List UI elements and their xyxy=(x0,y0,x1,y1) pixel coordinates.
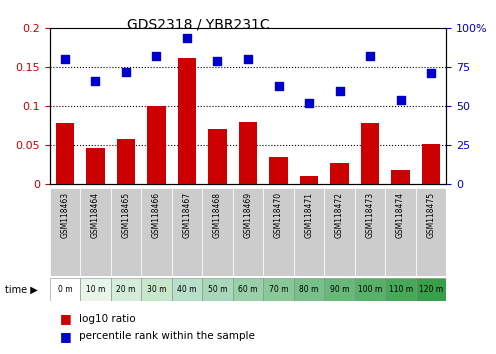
Bar xyxy=(117,139,135,184)
FancyBboxPatch shape xyxy=(294,188,324,276)
Text: GSM118467: GSM118467 xyxy=(183,192,191,238)
Text: ■: ■ xyxy=(60,330,71,343)
Point xyxy=(122,69,130,75)
FancyBboxPatch shape xyxy=(294,278,324,301)
Text: GSM118474: GSM118474 xyxy=(396,192,405,238)
FancyBboxPatch shape xyxy=(233,278,263,301)
FancyBboxPatch shape xyxy=(324,188,355,276)
Point xyxy=(183,35,191,40)
Text: 30 m: 30 m xyxy=(147,285,166,294)
FancyBboxPatch shape xyxy=(111,278,141,301)
Text: ■: ■ xyxy=(60,312,71,325)
FancyBboxPatch shape xyxy=(355,278,385,301)
Point xyxy=(366,53,374,59)
FancyBboxPatch shape xyxy=(385,278,416,301)
Text: GSM118465: GSM118465 xyxy=(122,192,130,238)
FancyBboxPatch shape xyxy=(141,278,172,301)
Text: time ▶: time ▶ xyxy=(5,284,38,295)
Text: 120 m: 120 m xyxy=(419,285,443,294)
Point xyxy=(152,53,160,59)
Point xyxy=(427,71,435,76)
FancyBboxPatch shape xyxy=(141,188,172,276)
FancyBboxPatch shape xyxy=(416,278,446,301)
Text: 80 m: 80 m xyxy=(300,285,319,294)
FancyBboxPatch shape xyxy=(263,188,294,276)
Bar xyxy=(147,106,166,184)
FancyBboxPatch shape xyxy=(324,278,355,301)
Bar xyxy=(239,122,257,184)
FancyBboxPatch shape xyxy=(50,188,80,276)
Point xyxy=(91,79,99,84)
Bar xyxy=(391,170,410,184)
Bar xyxy=(330,163,349,184)
FancyBboxPatch shape xyxy=(263,278,294,301)
Text: GSM118466: GSM118466 xyxy=(152,192,161,238)
FancyBboxPatch shape xyxy=(355,188,385,276)
Text: GSM118464: GSM118464 xyxy=(91,192,100,238)
Bar xyxy=(208,129,227,184)
Text: 60 m: 60 m xyxy=(238,285,258,294)
Text: GSM118471: GSM118471 xyxy=(305,192,313,238)
Text: GSM118469: GSM118469 xyxy=(244,192,252,238)
Point xyxy=(305,100,313,106)
Point xyxy=(397,97,405,103)
FancyBboxPatch shape xyxy=(111,188,141,276)
Point xyxy=(336,88,344,93)
Text: 40 m: 40 m xyxy=(177,285,197,294)
Point xyxy=(61,57,69,62)
Text: GSM118473: GSM118473 xyxy=(366,192,374,238)
Text: GSM118468: GSM118468 xyxy=(213,192,222,238)
Bar xyxy=(300,176,318,184)
Point xyxy=(275,83,283,89)
Bar xyxy=(56,122,74,184)
Text: GSM118463: GSM118463 xyxy=(61,192,69,238)
FancyBboxPatch shape xyxy=(80,278,111,301)
FancyBboxPatch shape xyxy=(385,188,416,276)
Text: percentile rank within the sample: percentile rank within the sample xyxy=(79,331,255,341)
Text: GSM118470: GSM118470 xyxy=(274,192,283,238)
FancyBboxPatch shape xyxy=(172,188,202,276)
Bar xyxy=(178,58,196,184)
Text: 100 m: 100 m xyxy=(358,285,382,294)
Text: 0 m: 0 m xyxy=(58,285,72,294)
FancyBboxPatch shape xyxy=(50,278,80,301)
Text: 20 m: 20 m xyxy=(116,285,135,294)
Text: 110 m: 110 m xyxy=(388,285,413,294)
Text: 10 m: 10 m xyxy=(86,285,105,294)
Text: 50 m: 50 m xyxy=(208,285,227,294)
FancyBboxPatch shape xyxy=(202,278,233,301)
FancyBboxPatch shape xyxy=(172,278,202,301)
Text: 70 m: 70 m xyxy=(269,285,288,294)
FancyBboxPatch shape xyxy=(202,188,233,276)
FancyBboxPatch shape xyxy=(233,188,263,276)
Text: 90 m: 90 m xyxy=(330,285,349,294)
Bar xyxy=(269,157,288,184)
FancyBboxPatch shape xyxy=(416,188,446,276)
Bar xyxy=(86,148,105,184)
Text: log10 ratio: log10 ratio xyxy=(79,314,136,324)
Text: GSM118472: GSM118472 xyxy=(335,192,344,238)
Point xyxy=(213,58,221,64)
Bar xyxy=(422,144,440,184)
FancyBboxPatch shape xyxy=(80,188,111,276)
Bar xyxy=(361,123,379,184)
Point xyxy=(244,57,252,62)
Text: GSM118475: GSM118475 xyxy=(427,192,435,238)
Text: GDS2318 / YBR231C: GDS2318 / YBR231C xyxy=(127,18,270,32)
